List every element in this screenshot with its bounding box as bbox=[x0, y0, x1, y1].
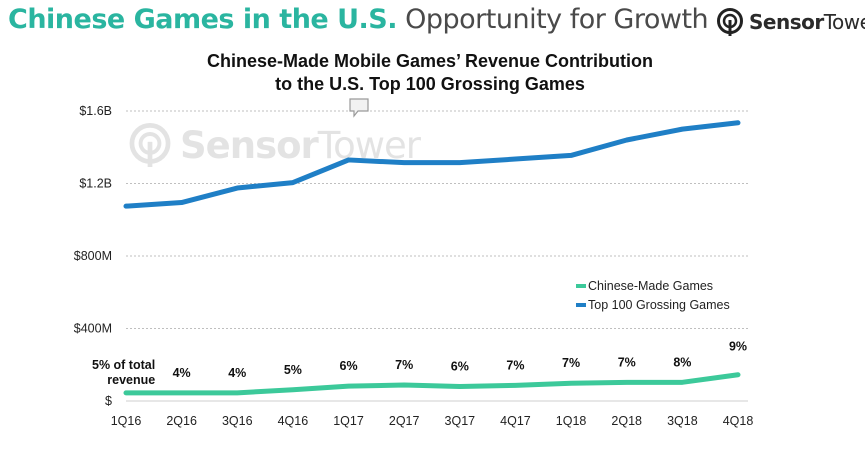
percent-label: 8% bbox=[673, 355, 691, 369]
y-tick-label: $ bbox=[105, 394, 112, 408]
x-tick-label: 4Q16 bbox=[278, 414, 309, 428]
total-revenue-annotation: 5% of total revenue bbox=[92, 358, 155, 388]
x-tick-label: 3Q18 bbox=[667, 414, 698, 428]
percent-label: 7% bbox=[395, 358, 413, 372]
x-tick-label: 3Q17 bbox=[445, 414, 476, 428]
brand-name-light: Tower bbox=[823, 10, 865, 34]
percent-label: 7% bbox=[618, 355, 636, 369]
series-line-top100 bbox=[123, 120, 741, 209]
brand-logo: SensorTower bbox=[716, 6, 865, 38]
annotation-line-2: revenue bbox=[107, 373, 156, 387]
x-tick-label: 3Q16 bbox=[222, 414, 253, 428]
legend-swatch-top100 bbox=[576, 302, 586, 307]
brand-name-bold: Sensor bbox=[749, 10, 824, 34]
x-tick-label: 4Q18 bbox=[723, 414, 754, 428]
x-tick-label: 4Q17 bbox=[500, 414, 531, 428]
chart-title: Chinese-Made Mobile Games’ Revenue Contr… bbox=[180, 50, 680, 96]
page-title-light: Opportunity for Growth bbox=[405, 4, 709, 35]
x-tick-label: 2Q16 bbox=[166, 414, 197, 428]
percent-label: 6% bbox=[340, 359, 358, 373]
brand-name: SensorTower bbox=[749, 10, 865, 34]
x-tick-label: 2Q18 bbox=[611, 414, 642, 428]
x-tick-label: 1Q18 bbox=[556, 414, 587, 428]
annotation-line-1: 5% of total bbox=[92, 358, 156, 372]
sensor-tower-icon bbox=[717, 8, 743, 36]
legend-item-top100: Top 100 Grossing Games bbox=[576, 295, 730, 314]
watermark-text-bold: Sensor bbox=[180, 123, 319, 167]
x-tick-label: 2Q17 bbox=[389, 414, 420, 428]
legend-swatch-chinese bbox=[576, 283, 586, 288]
y-tick-label: $1.6B bbox=[79, 104, 112, 118]
y-tick-label: $400M bbox=[74, 322, 112, 336]
comment-icon[interactable] bbox=[347, 97, 371, 119]
percent-label: 6% bbox=[451, 360, 469, 374]
percent-label: 5% bbox=[284, 363, 302, 377]
chart-title-line-1: Chinese-Made Mobile Games’ Revenue Contr… bbox=[206, 51, 654, 71]
header: Chinese Games in the U.S. Opportunity fo… bbox=[0, 0, 865, 44]
percent-label: 7% bbox=[562, 356, 580, 370]
chart-legend: Chinese-Made Games Top 100 Grossing Game… bbox=[576, 276, 730, 314]
legend-item-chinese: Chinese-Made Games bbox=[576, 276, 730, 295]
percent-label: 9% bbox=[729, 340, 747, 354]
x-tick-label: 1Q17 bbox=[333, 414, 364, 428]
watermark-icon bbox=[129, 123, 171, 167]
chart-title-line-2: to the U.S. Top 100 Grossing Games bbox=[275, 74, 585, 94]
legend-label-top100: Top 100 Grossing Games bbox=[588, 297, 730, 312]
y-tick-label: $1.2B bbox=[79, 177, 112, 191]
page-title-strong: Chinese Games in the U.S. bbox=[8, 4, 398, 35]
page-title: Chinese Games in the U.S. Opportunity fo… bbox=[8, 4, 709, 35]
percent-label: 4% bbox=[228, 366, 246, 380]
y-tick-label: $800M bbox=[74, 249, 112, 263]
percent-label: 4% bbox=[173, 366, 191, 380]
legend-label-chinese: Chinese-Made Games bbox=[588, 278, 714, 293]
series-line-chinese bbox=[123, 372, 741, 396]
x-tick-label: 1Q16 bbox=[111, 414, 142, 428]
percent-label: 7% bbox=[506, 358, 524, 372]
